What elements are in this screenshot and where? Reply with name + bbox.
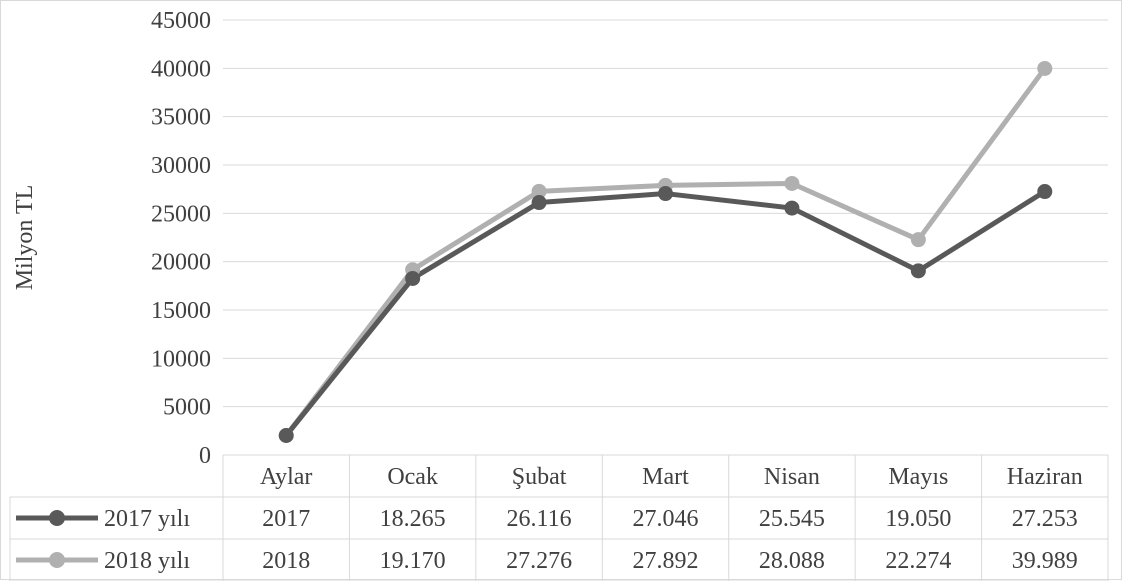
x-tick-label: Ocak — [387, 464, 438, 490]
data-point — [1037, 60, 1053, 76]
y-tick-label: 35000 — [151, 105, 211, 131]
data-label: 18.265 — [380, 506, 446, 532]
x-tick-label: Şubat — [512, 464, 567, 490]
y-tick-label: 20000 — [151, 250, 211, 276]
y-tick-label: 40000 — [151, 56, 211, 82]
y-tick-label: 45000 — [151, 8, 211, 34]
data-label: 2018 — [262, 548, 310, 574]
y-tick-label: 15000 — [151, 298, 211, 324]
x-tick-label: Mart — [642, 464, 689, 490]
y-tick-label: 30000 — [151, 153, 211, 179]
y-tick-label: 0 — [199, 443, 211, 469]
data-label: 2017 — [262, 506, 310, 532]
data-point — [910, 263, 926, 279]
x-tick-label: Aylar — [260, 464, 312, 490]
data-label: 28.088 — [759, 548, 825, 574]
series-points — [278, 60, 1053, 444]
data-point — [910, 232, 926, 248]
data-label: 27.253 — [1012, 506, 1078, 532]
x-tick-label: Mayıs — [888, 464, 948, 490]
data-label: 19.050 — [885, 506, 951, 532]
data-point — [784, 175, 800, 191]
data-label: 27.046 — [633, 506, 699, 532]
data-label: 22.274 — [885, 548, 951, 574]
y-tick-label: 25000 — [151, 201, 211, 227]
y-tick-label: 10000 — [151, 346, 211, 372]
data-label: 26.116 — [507, 506, 572, 532]
legend-marker — [49, 510, 65, 526]
legend-label: 2017 yılı — [104, 506, 190, 532]
data-point — [1037, 184, 1053, 200]
data-point — [658, 186, 673, 202]
x-tick-label: Nisan — [764, 464, 820, 490]
data-point — [784, 200, 800, 216]
x-tick-label: Haziran — [1007, 464, 1083, 490]
data-label: 25.545 — [759, 506, 825, 532]
y-tick-label: 5000 — [163, 395, 211, 421]
legend-label: 2018 yılı — [104, 548, 190, 574]
data-point — [531, 183, 547, 199]
data-label: 39.989 — [1012, 548, 1078, 574]
data-point — [531, 195, 547, 211]
data-point — [405, 270, 421, 286]
legend-marker — [49, 552, 65, 568]
y-axis-ticks: 0 5000 10000 15000 20000 25000 30000 35000 40000… — [151, 8, 211, 469]
data-label: 27.276 — [506, 548, 572, 574]
y-axis-label: Milyon TL — [12, 185, 38, 291]
gridlines — [223, 19, 1108, 408]
data-point — [278, 428, 294, 444]
data-table: Aylar Ocak Şubat Mart Nisan Mayıs Haziran 2017 … — [9, 454, 1109, 581]
data-label: 19.170 — [380, 548, 446, 574]
data-label: 27.892 — [633, 548, 699, 574]
